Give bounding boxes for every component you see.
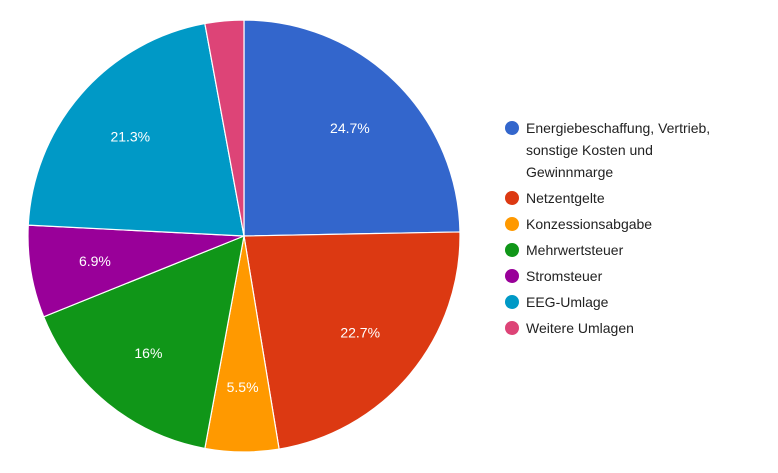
legend-label: Weitere Umlagen (526, 320, 634, 336)
legend-label: EEG-Umlage (526, 294, 609, 310)
legend-label: Konzessionsabgabe (526, 216, 652, 232)
legend-marker (505, 321, 519, 335)
legend-item-mehrwertsteuer[interactable]: Mehrwertsteuer (505, 242, 624, 258)
legend-marker (505, 295, 519, 309)
pie-slice-eeg-umlage[interactable] (27, 22, 245, 237)
pie-slice-mehrwertsteuer[interactable] (42, 235, 245, 450)
legend: Energiebeschaffung, Vertrieb, sonstige Ko… (505, 120, 710, 336)
legend-item-stromsteuer[interactable]: Stromsteuer (505, 268, 603, 284)
pie-slice-netzentgelte[interactable] (243, 231, 461, 450)
slice-label-energiebeschaffung-vertrieb-sonstige-kosten-und-gewinnmarge: 24.7% (330, 120, 370, 136)
slice-label-konzessionsabgabe: 5.5% (227, 379, 259, 395)
slice-label-mehrwertsteuer: 16% (134, 345, 162, 361)
legend-marker (505, 191, 519, 205)
legend-label: Stromsteuer (526, 268, 603, 284)
slice-labels: 24.7% 22.7% 5.5% 16% 6.9% 21.3% (79, 120, 380, 395)
legend-label: Netzentgelte (526, 190, 605, 206)
legend-item-eeg-umlage[interactable]: EEG-Umlage (505, 294, 609, 310)
pie-slice-weitere-umlagen[interactable] (204, 19, 245, 237)
legend-marker (505, 217, 519, 231)
legend-label: Mehrwertsteuer (526, 242, 624, 258)
pie-slice-energiebeschaffung-vertrieb-sonstige-kosten-und-gewinnmarge[interactable] (243, 19, 461, 237)
slice-label-netzentgelte: 22.7% (340, 325, 380, 341)
slice-label-stromsteuer: 6.9% (79, 253, 111, 269)
legend-item-konzessionsabgabe[interactable]: Konzessionsabgabe (505, 216, 652, 232)
legend-item-energiebeschaffung-vertrieb-sonstige-kosten-und-gewinnmarge[interactable]: Energiebeschaffung, Vertrieb, sonstige Ko… (505, 120, 710, 180)
slice-label-eeg-umlage: 21.3% (110, 128, 150, 144)
legend-marker (505, 121, 519, 135)
legend-item-weitere-umlagen[interactable]: Weitere Umlagen (505, 320, 634, 336)
pie-slices (27, 19, 461, 453)
legend-marker (505, 269, 519, 283)
legend-label: Energiebeschaffung, Vertrieb, sonstige Ko… (526, 120, 710, 180)
legend-item-netzentgelte[interactable]: Netzentgelte (505, 190, 605, 206)
legend-marker (505, 243, 519, 257)
